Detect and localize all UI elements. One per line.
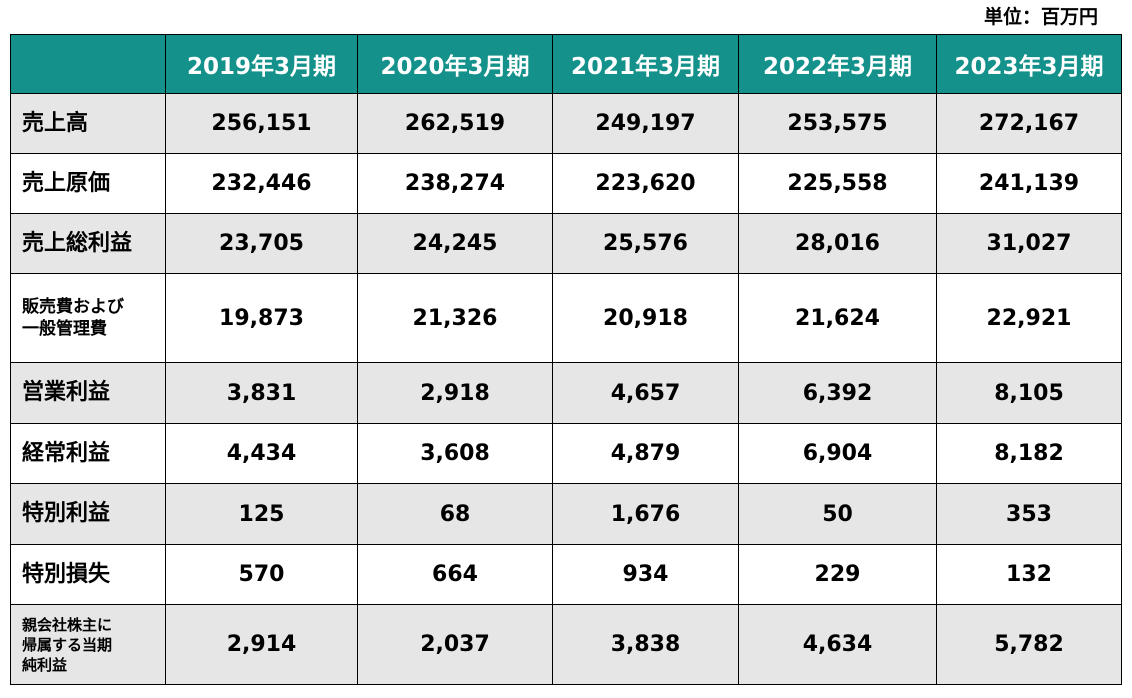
table-cell: 21,326 <box>357 273 553 363</box>
table-cell: 934 <box>552 544 739 605</box>
table-cell: 21,624 <box>738 273 937 363</box>
table-cell: 6,392 <box>738 362 937 424</box>
table-cell: 664 <box>357 544 553 605</box>
table-cell: 31,027 <box>936 213 1122 274</box>
table-cell: 22,921 <box>936 273 1122 363</box>
column-header: 2020年3月期 <box>357 34 553 94</box>
row-label-line: 販売費および <box>22 297 124 317</box>
table-cell: 256,151 <box>165 93 358 154</box>
table-cell: 229 <box>738 544 937 605</box>
row-label-line: 経常利益 <box>22 440 111 466</box>
table-cell: 570 <box>165 544 358 605</box>
table-cell: 262,519 <box>357 93 553 154</box>
table-cell: 8,105 <box>936 362 1122 424</box>
table-row: 販売費および 一般管理費 19,873 21,326 20,918 21,624 … <box>10 273 1122 363</box>
table-cell: 272,167 <box>936 93 1122 154</box>
table-cell: 132 <box>936 544 1122 605</box>
table-cell: 3,831 <box>165 362 358 424</box>
row-label: 売上総利益 <box>10 213 166 274</box>
row-label: 経常利益 <box>10 423 166 484</box>
table-row: 経常利益 4,434 3,608 4,879 6,904 8,182 <box>10 423 1122 484</box>
table-cell: 23,705 <box>165 213 358 274</box>
row-label: 売上高 <box>10 93 166 154</box>
table-row: 売上総利益 23,705 24,245 25,576 28,016 31,027 <box>10 213 1122 274</box>
table-cell: 2,914 <box>165 604 358 685</box>
table-cell: 68 <box>357 483 553 545</box>
unit-label: 単位：百万円 <box>983 6 1098 28</box>
row-label-line: 売上総利益 <box>22 230 133 256</box>
row-label-line: 営業利益 <box>22 380 111 405</box>
row-label-line: 特別損失 <box>22 561 111 587</box>
column-header: 2023年3月期 <box>936 34 1122 94</box>
table-cell: 28,016 <box>738 213 937 274</box>
row-label-line: 純利益 <box>22 655 68 674</box>
table-cell: 50 <box>738 483 937 545</box>
table-cell: 4,434 <box>165 423 358 484</box>
row-label-line: 特別利益 <box>22 501 111 526</box>
table-cell: 238,274 <box>357 153 553 214</box>
table-cell: 125 <box>165 483 358 545</box>
column-header: 2022年3月期 <box>738 34 937 94</box>
row-label-line: 売上高 <box>22 110 89 136</box>
financial-summary-table: 2019年3月期 2020年3月期 2021年3月期 2022年3月期 2023… <box>10 34 1122 685</box>
table-row: 売上原価 232,446 238,274 223,620 225,558 241… <box>10 153 1122 214</box>
table-cell: 20,918 <box>552 273 739 363</box>
table-cell: 232,446 <box>165 153 358 214</box>
column-header: 2021年3月期 <box>552 34 739 94</box>
table-cell: 4,634 <box>738 604 937 685</box>
table-row: 親会社株主に 帰属する当期 純利益 2,914 2,037 3,838 4,634 … <box>10 604 1122 685</box>
table-cell: 241,139 <box>936 153 1122 214</box>
table-cell: 3,608 <box>357 423 553 484</box>
table-cell: 4,879 <box>552 423 739 484</box>
row-label-line: 親会社株主に <box>22 615 113 634</box>
table-cell: 2,037 <box>357 604 553 685</box>
table-row: 特別損失 570 664 934 229 132 <box>10 544 1122 605</box>
row-label-line: 売上原価 <box>22 170 111 196</box>
row-label: 親会社株主に 帰属する当期 純利益 <box>10 604 166 685</box>
row-label: 販売費および 一般管理費 <box>10 273 166 363</box>
table-cell: 225,558 <box>738 153 937 214</box>
table-cell: 19,873 <box>165 273 358 363</box>
row-label-line: 帰属する当期 <box>22 635 113 654</box>
table-header-row: 2019年3月期 2020年3月期 2021年3月期 2022年3月期 2023… <box>10 34 1122 94</box>
header-corner-cell <box>10 34 166 94</box>
row-label: 営業利益 <box>10 362 166 424</box>
table-cell: 8,182 <box>936 423 1122 484</box>
table-cell: 24,245 <box>357 213 553 274</box>
table-row: 特別利益 125 68 1,676 50 353 <box>10 483 1122 545</box>
row-label: 特別利益 <box>10 483 166 545</box>
table-cell: 353 <box>936 483 1122 545</box>
table-cell: 6,904 <box>738 423 937 484</box>
row-label-line: 一般管理費 <box>22 319 107 339</box>
table-cell: 253,575 <box>738 93 937 154</box>
table-row: 営業利益 3,831 2,918 4,657 6,392 8,105 <box>10 362 1122 424</box>
table-cell: 5,782 <box>936 604 1122 685</box>
table-cell: 249,197 <box>552 93 739 154</box>
table-row: 売上高 256,151 262,519 249,197 253,575 272,… <box>10 93 1122 154</box>
table-cell: 4,657 <box>552 362 739 424</box>
column-header: 2019年3月期 <box>165 34 358 94</box>
table-cell: 3,838 <box>552 604 739 685</box>
table-cell: 223,620 <box>552 153 739 214</box>
table-cell: 1,676 <box>552 483 739 545</box>
table-cell: 25,576 <box>552 213 739 274</box>
row-label: 売上原価 <box>10 153 166 214</box>
row-label: 特別損失 <box>10 544 166 605</box>
table-cell: 2,918 <box>357 362 553 424</box>
